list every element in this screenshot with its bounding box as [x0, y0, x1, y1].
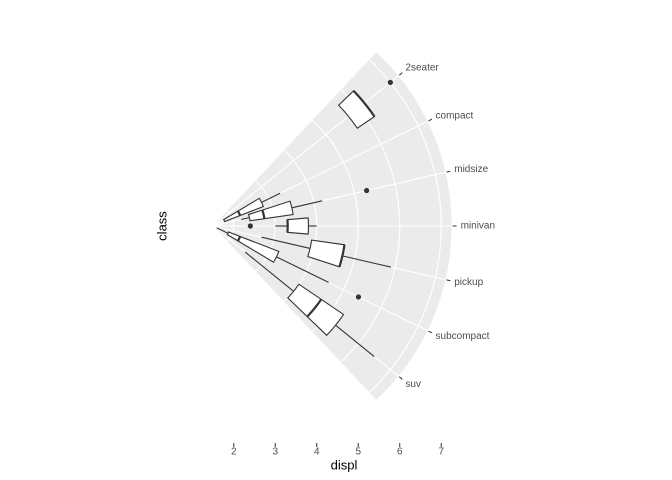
whisker-lower: [241, 217, 250, 221]
theta-tick-label: pickup: [454, 277, 483, 288]
outlier: [247, 223, 253, 229]
theta-tick: [428, 118, 433, 122]
whisker-lower: [244, 251, 294, 292]
median: [236, 236, 242, 242]
theta-tick-label: midsize: [454, 164, 488, 175]
whisker-lower: [216, 227, 229, 234]
median: [236, 210, 242, 216]
theta-tick: [428, 330, 433, 334]
outlier: [387, 79, 393, 85]
median: [261, 209, 266, 219]
whisker-upper: [261, 192, 281, 203]
theta-tick-label: suv: [405, 379, 421, 390]
x-tick-label: 6: [397, 447, 403, 458]
theta-tick-label: 2seater: [405, 62, 439, 73]
box: [247, 200, 294, 222]
box: [287, 283, 345, 337]
median: [306, 298, 323, 318]
y-axis-title: class: [154, 211, 169, 241]
x-tick-label: 4: [314, 447, 320, 458]
x-tick-label: 2: [231, 447, 237, 458]
x-tick-label: 3: [272, 447, 278, 458]
whisker-lower: [261, 236, 311, 249]
x-axis-title: displ: [331, 457, 358, 472]
outlier: [355, 294, 362, 300]
theta-tick-label: compact: [436, 110, 474, 121]
box: [222, 197, 265, 223]
whisker-upper: [342, 255, 392, 268]
theta-tick: [398, 376, 403, 380]
theta-tick: [446, 279, 451, 282]
box: [226, 231, 280, 263]
grid-ray: [212, 75, 399, 227]
median: [338, 244, 346, 268]
median: [352, 90, 376, 118]
box: [286, 217, 309, 235]
theta-tick-label: subcompact: [436, 331, 490, 342]
x-tick-label: 5: [355, 447, 361, 458]
theta-tick: [446, 170, 451, 173]
whisker-upper: [335, 324, 375, 357]
whisker-upper: [276, 256, 329, 283]
theta-tick: [398, 72, 403, 76]
whisker-upper: [291, 200, 323, 209]
x-tick-label: 7: [438, 447, 444, 458]
theta-tick-label: minivan: [461, 221, 495, 232]
outlier: [364, 187, 370, 194]
